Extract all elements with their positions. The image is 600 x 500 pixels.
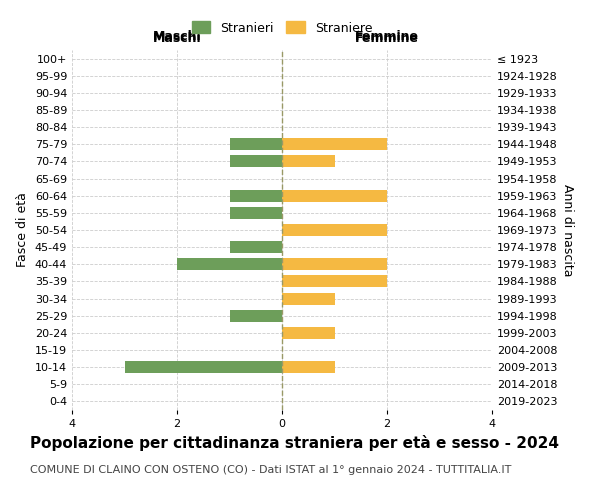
Bar bbox=[229, 138, 282, 150]
Text: Maschi: Maschi bbox=[152, 30, 202, 43]
Bar bbox=[229, 310, 282, 322]
Bar bbox=[282, 361, 335, 373]
Bar bbox=[282, 327, 335, 339]
Bar bbox=[229, 190, 282, 202]
Y-axis label: Anni di nascita: Anni di nascita bbox=[561, 184, 574, 276]
Bar bbox=[229, 241, 282, 253]
Text: Maschi: Maschi bbox=[152, 32, 202, 45]
Legend: Stranieri, Straniere: Stranieri, Straniere bbox=[187, 16, 377, 40]
Bar bbox=[282, 292, 335, 304]
Bar bbox=[282, 224, 387, 236]
Bar bbox=[125, 361, 282, 373]
Y-axis label: Fasce di età: Fasce di età bbox=[16, 192, 29, 268]
Bar bbox=[282, 258, 387, 270]
Text: Femmine: Femmine bbox=[355, 30, 419, 43]
Bar bbox=[282, 276, 387, 287]
Bar bbox=[177, 258, 282, 270]
Text: COMUNE DI CLAINO CON OSTENO (CO) - Dati ISTAT al 1° gennaio 2024 - TUTTITALIA.IT: COMUNE DI CLAINO CON OSTENO (CO) - Dati … bbox=[30, 465, 511, 475]
Text: Femmine: Femmine bbox=[355, 32, 419, 45]
Bar bbox=[229, 207, 282, 219]
Bar bbox=[282, 156, 335, 168]
Bar bbox=[282, 190, 387, 202]
Bar bbox=[282, 138, 387, 150]
Text: Popolazione per cittadinanza straniera per età e sesso - 2024: Popolazione per cittadinanza straniera p… bbox=[30, 435, 559, 451]
Bar bbox=[229, 156, 282, 168]
